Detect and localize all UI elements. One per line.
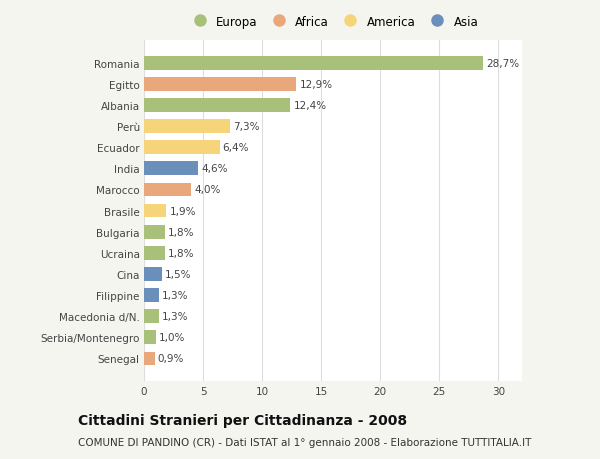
Text: 1,3%: 1,3% <box>163 312 189 321</box>
Text: 6,4%: 6,4% <box>223 143 249 153</box>
Bar <box>144 246 165 260</box>
Bar <box>144 289 160 302</box>
Bar <box>144 78 296 91</box>
Text: 12,9%: 12,9% <box>299 80 332 90</box>
Text: 4,6%: 4,6% <box>201 164 228 174</box>
Legend: Europa, Africa, America, Asia: Europa, Africa, America, Asia <box>185 13 481 31</box>
Bar <box>144 183 191 197</box>
Text: COMUNE DI PANDINO (CR) - Dati ISTAT al 1° gennaio 2008 - Elaborazione TUTTITALIA: COMUNE DI PANDINO (CR) - Dati ISTAT al 1… <box>78 437 532 447</box>
Bar <box>144 120 230 134</box>
Text: 28,7%: 28,7% <box>486 59 519 68</box>
Text: 12,4%: 12,4% <box>293 101 326 111</box>
Bar <box>144 225 165 239</box>
Bar <box>144 268 162 281</box>
Text: 1,5%: 1,5% <box>164 269 191 280</box>
Bar <box>144 141 220 155</box>
Bar <box>144 310 160 324</box>
Text: 1,0%: 1,0% <box>159 333 185 342</box>
Bar <box>144 204 166 218</box>
Bar <box>144 331 156 344</box>
Text: Cittadini Stranieri per Cittadinanza - 2008: Cittadini Stranieri per Cittadinanza - 2… <box>78 414 407 428</box>
Bar <box>144 352 155 365</box>
Text: 4,0%: 4,0% <box>194 185 221 195</box>
Text: 7,3%: 7,3% <box>233 122 260 132</box>
Text: 1,9%: 1,9% <box>169 206 196 216</box>
Bar <box>144 162 199 176</box>
Bar <box>144 57 483 70</box>
Text: 1,8%: 1,8% <box>168 248 195 258</box>
Text: 0,9%: 0,9% <box>158 354 184 364</box>
Text: 1,8%: 1,8% <box>168 227 195 237</box>
Text: 1,3%: 1,3% <box>163 291 189 301</box>
Bar <box>144 99 290 112</box>
